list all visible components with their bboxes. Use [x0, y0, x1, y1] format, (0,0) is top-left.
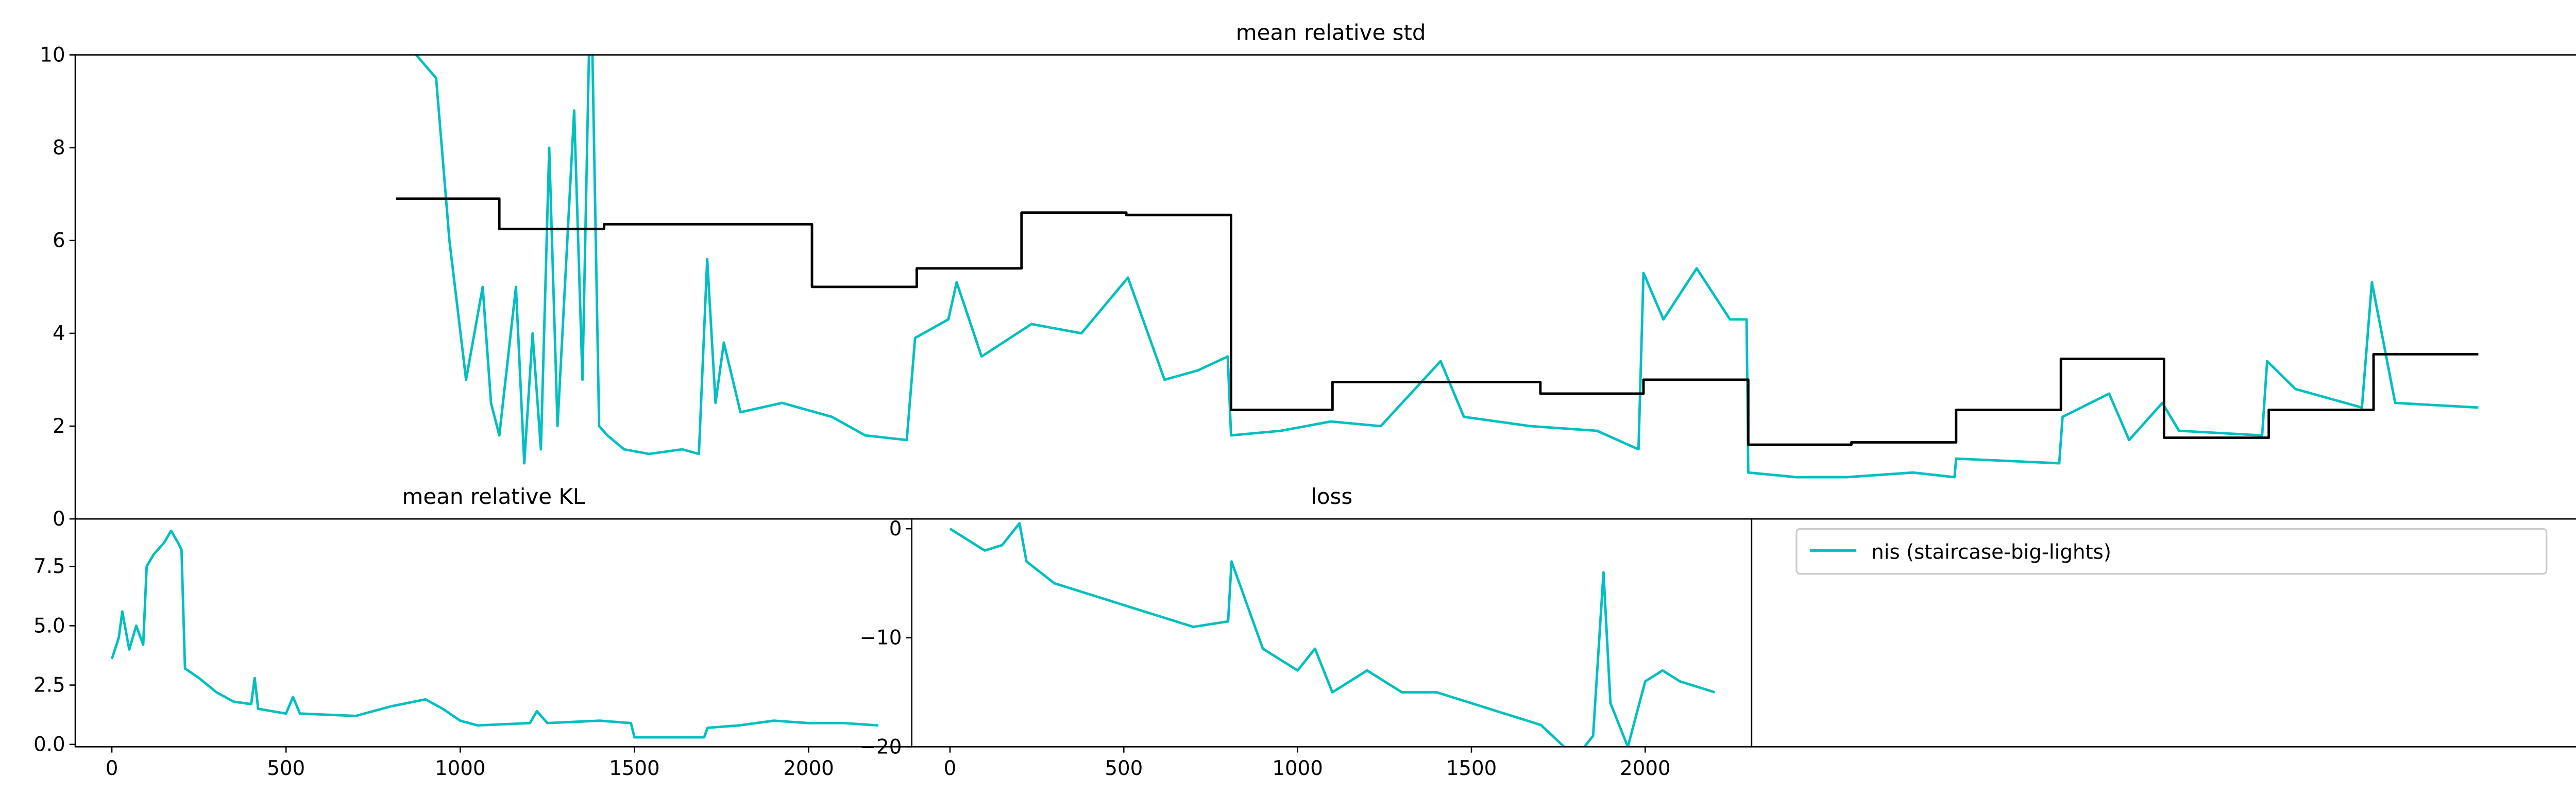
x-tick-label: 500 — [267, 757, 305, 780]
series-line — [414, 55, 2479, 479]
series-line — [396, 197, 2479, 446]
x-tick-label: 0 — [106, 757, 118, 780]
y-tick-label: 0 — [53, 508, 65, 531]
legend-label: nis (staircase-big-lights) — [1871, 541, 2111, 564]
x-tick-label: 2000 — [783, 757, 834, 780]
y-tick-label: 2.5 — [33, 673, 65, 697]
y-tick-label: 6 — [53, 229, 65, 252]
y-tick-label: −10 — [860, 627, 902, 650]
chart-title: mean relative std — [1236, 20, 1426, 45]
x-tick-label: 500 — [1105, 757, 1143, 780]
x-tick-label: 1000 — [435, 757, 486, 780]
y-tick-label: 7.5 — [33, 555, 65, 578]
y-tick-label: 0 — [889, 517, 902, 541]
x-tick-label: 1500 — [1446, 757, 1497, 780]
y-tick-label: 0.0 — [33, 733, 65, 756]
x-tick-label: 0 — [944, 757, 957, 780]
series-line — [949, 522, 1716, 747]
axes-frame — [74, 518, 913, 748]
legend-box — [1795, 528, 2548, 575]
x-tick-label: 2000 — [1620, 757, 1671, 780]
y-tick-label: −20 — [860, 735, 902, 758]
y-tick-label: 2 — [53, 415, 65, 438]
y-tick-label: 10 — [40, 43, 65, 66]
series-line — [110, 529, 878, 739]
y-tick-label: 5.0 — [33, 614, 65, 637]
y-tick-label: 4 — [53, 322, 65, 345]
x-tick-label: 1500 — [609, 757, 660, 780]
axes-frame — [911, 518, 1753, 748]
chart-title: loss — [1311, 484, 1352, 509]
axes-frame — [74, 54, 2576, 520]
chart-title: mean relative KL — [402, 484, 585, 509]
y-tick-label: 8 — [53, 137, 65, 160]
x-tick-label: 1000 — [1272, 757, 1323, 780]
